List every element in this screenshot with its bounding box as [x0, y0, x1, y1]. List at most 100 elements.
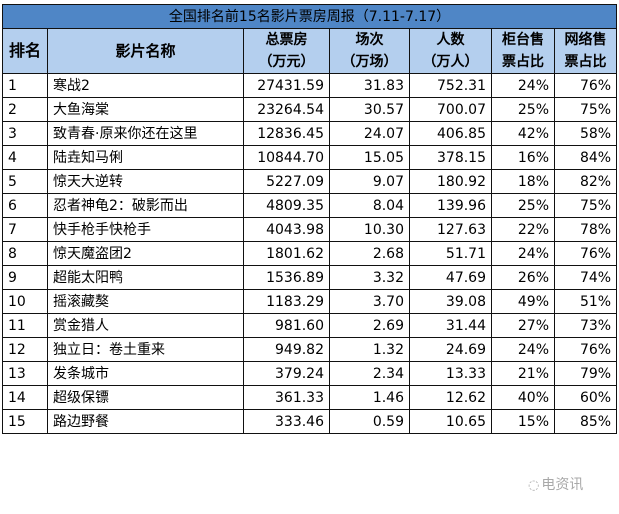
- cell-online-share: 78%: [553, 217, 618, 242]
- cell-people: 127.63: [409, 217, 492, 242]
- cell-counter-share: 27%: [491, 313, 555, 338]
- cell-counter-share: 25%: [491, 97, 555, 122]
- cell-shows: 24.07: [329, 121, 410, 146]
- cell-rank: 14: [2, 385, 48, 410]
- cell-counter-share: 24%: [491, 337, 555, 362]
- cell-shows: 9.07: [329, 169, 410, 194]
- cell-counter-share: 16%: [491, 145, 555, 170]
- cell-rank: 7: [2, 217, 48, 242]
- cell-shows: 1.46: [329, 385, 410, 410]
- cell-online-share: 58%: [553, 121, 618, 146]
- cell-people: 378.15: [409, 145, 492, 170]
- cell-shows: 8.04: [329, 193, 410, 218]
- header-gross: 总票房 （万元）: [243, 28, 330, 74]
- cell-shows: 3.70: [329, 289, 410, 314]
- table-row: 3 致青春·原来你还在这里 12836.45 24.07 406.85 42% 58%: [2, 121, 618, 146]
- cell-online-share: 79%: [553, 361, 618, 386]
- cell-rank: 5: [2, 169, 48, 194]
- cell-gross: 1183.29: [243, 289, 330, 314]
- cell-gross: 12836.45: [243, 121, 330, 146]
- cell-gross: 4809.35: [243, 193, 330, 218]
- cell-film-name: 路边野餐: [47, 409, 244, 434]
- cell-online-share: 75%: [553, 193, 618, 218]
- cell-gross: 379.24: [243, 361, 330, 386]
- cell-people: 406.85: [409, 121, 492, 146]
- cell-rank: 4: [2, 145, 48, 170]
- header-people-line1: 人数: [436, 32, 465, 48]
- cell-film-name: 超级保镖: [47, 385, 244, 410]
- table-row: 2 大鱼海棠 23264.54 30.57 700.07 25% 75%: [2, 97, 618, 122]
- cell-shows: 2.34: [329, 361, 410, 386]
- header-shows-line2: （万场）: [341, 54, 398, 70]
- header-online-line1: 网络售: [564, 32, 607, 48]
- cell-gross: 1536.89: [243, 265, 330, 290]
- cell-rank: 13: [2, 361, 48, 386]
- table-row: 4 陆垚知马俐 10844.70 15.05 378.15 16% 84%: [2, 145, 618, 170]
- cell-online-share: 82%: [553, 169, 618, 194]
- cell-people: 180.92: [409, 169, 492, 194]
- table-row: 12 独立日：卷土重来 949.82 1.32 24.69 24% 76%: [2, 337, 618, 362]
- cell-gross: 5227.09: [243, 169, 330, 194]
- cell-counter-share: 25%: [491, 193, 555, 218]
- cell-film-name: 快手枪手快枪手: [47, 217, 244, 242]
- header-film-name: 影片名称: [47, 28, 244, 74]
- cell-shows: 3.32: [329, 265, 410, 290]
- table-row: 5 惊天大逆转 5227.09 9.07 180.92 18% 82%: [2, 169, 618, 194]
- header-counter-share: 柜台售 票占比: [491, 28, 555, 74]
- cell-online-share: 74%: [553, 265, 618, 290]
- cell-rank: 3: [2, 121, 48, 146]
- cell-counter-share: 18%: [491, 169, 555, 194]
- cell-film-name: 赏金猎人: [47, 313, 244, 338]
- cell-online-share: 85%: [553, 409, 618, 434]
- header-online-line2: 票占比: [564, 54, 607, 70]
- cell-people: 47.69: [409, 265, 492, 290]
- cell-film-name: 致青春·原来你还在这里: [47, 121, 244, 146]
- cell-counter-share: 42%: [491, 121, 555, 146]
- watermark: ◌ 电资讯: [528, 474, 583, 494]
- cell-shows: 0.59: [329, 409, 410, 434]
- table-row: 8 惊天魔盗团2 1801.62 2.68 51.71 24% 76%: [2, 241, 618, 266]
- cell-online-share: 84%: [553, 145, 618, 170]
- table-row: 7 快手枪手快枪手 4043.98 10.30 127.63 22% 78%: [2, 217, 618, 242]
- cell-counter-share: 15%: [491, 409, 555, 434]
- cell-people: 13.33: [409, 361, 492, 386]
- cell-counter-share: 24%: [491, 73, 555, 98]
- cell-shows: 10.30: [329, 217, 410, 242]
- cell-people: 31.44: [409, 313, 492, 338]
- cell-film-name: 摇滚藏獒: [47, 289, 244, 314]
- wechat-icon: ◌: [528, 478, 540, 493]
- cell-rank: 10: [2, 289, 48, 314]
- cell-counter-share: 21%: [491, 361, 555, 386]
- cell-film-name: 寒战2: [47, 73, 244, 98]
- cell-rank: 11: [2, 313, 48, 338]
- header-rank: 排名: [2, 28, 48, 74]
- watermark-text: 电资讯: [541, 477, 584, 493]
- header-row: 排名 影片名称 总票房 （万元） 场次 （万场） 人数 （万人） 柜台售 票占比 网络售…: [2, 28, 618, 74]
- header-people-line2: （万人）: [422, 54, 479, 70]
- cell-people: 10.65: [409, 409, 492, 434]
- table-row: 13 发条城市 379.24 2.34 13.33 21% 79%: [2, 361, 618, 386]
- cell-film-name: 惊天魔盗团2: [47, 241, 244, 266]
- cell-shows: 2.68: [329, 241, 410, 266]
- table-row: 10 摇滚藏獒 1183.29 3.70 39.08 49% 51%: [2, 289, 618, 314]
- cell-rank: 6: [2, 193, 48, 218]
- cell-rank: 8: [2, 241, 48, 266]
- cell-counter-share: 26%: [491, 265, 555, 290]
- cell-people: 39.08: [409, 289, 492, 314]
- cell-film-name: 超能太阳鸭: [47, 265, 244, 290]
- cell-online-share: 73%: [553, 313, 618, 338]
- box-office-table: 全国排名前15名影片票房周报（7.11-7.17） 排名 影片名称 总票房 （万元…: [1, 4, 618, 434]
- cell-gross: 949.82: [243, 337, 330, 362]
- cell-film-name: 惊天大逆转: [47, 169, 244, 194]
- header-online-share: 网络售 票占比: [553, 28, 618, 74]
- cell-counter-share: 40%: [491, 385, 555, 410]
- cell-counter-share: 49%: [491, 289, 555, 314]
- cell-online-share: 76%: [553, 241, 618, 266]
- cell-rank: 1: [2, 73, 48, 98]
- cell-online-share: 51%: [553, 289, 618, 314]
- cell-film-name: 大鱼海棠: [47, 97, 244, 122]
- cell-gross: 333.46: [243, 409, 330, 434]
- cell-rank: 2: [2, 97, 48, 122]
- cell-counter-share: 24%: [491, 241, 555, 266]
- cell-film-name: 发条城市: [47, 361, 244, 386]
